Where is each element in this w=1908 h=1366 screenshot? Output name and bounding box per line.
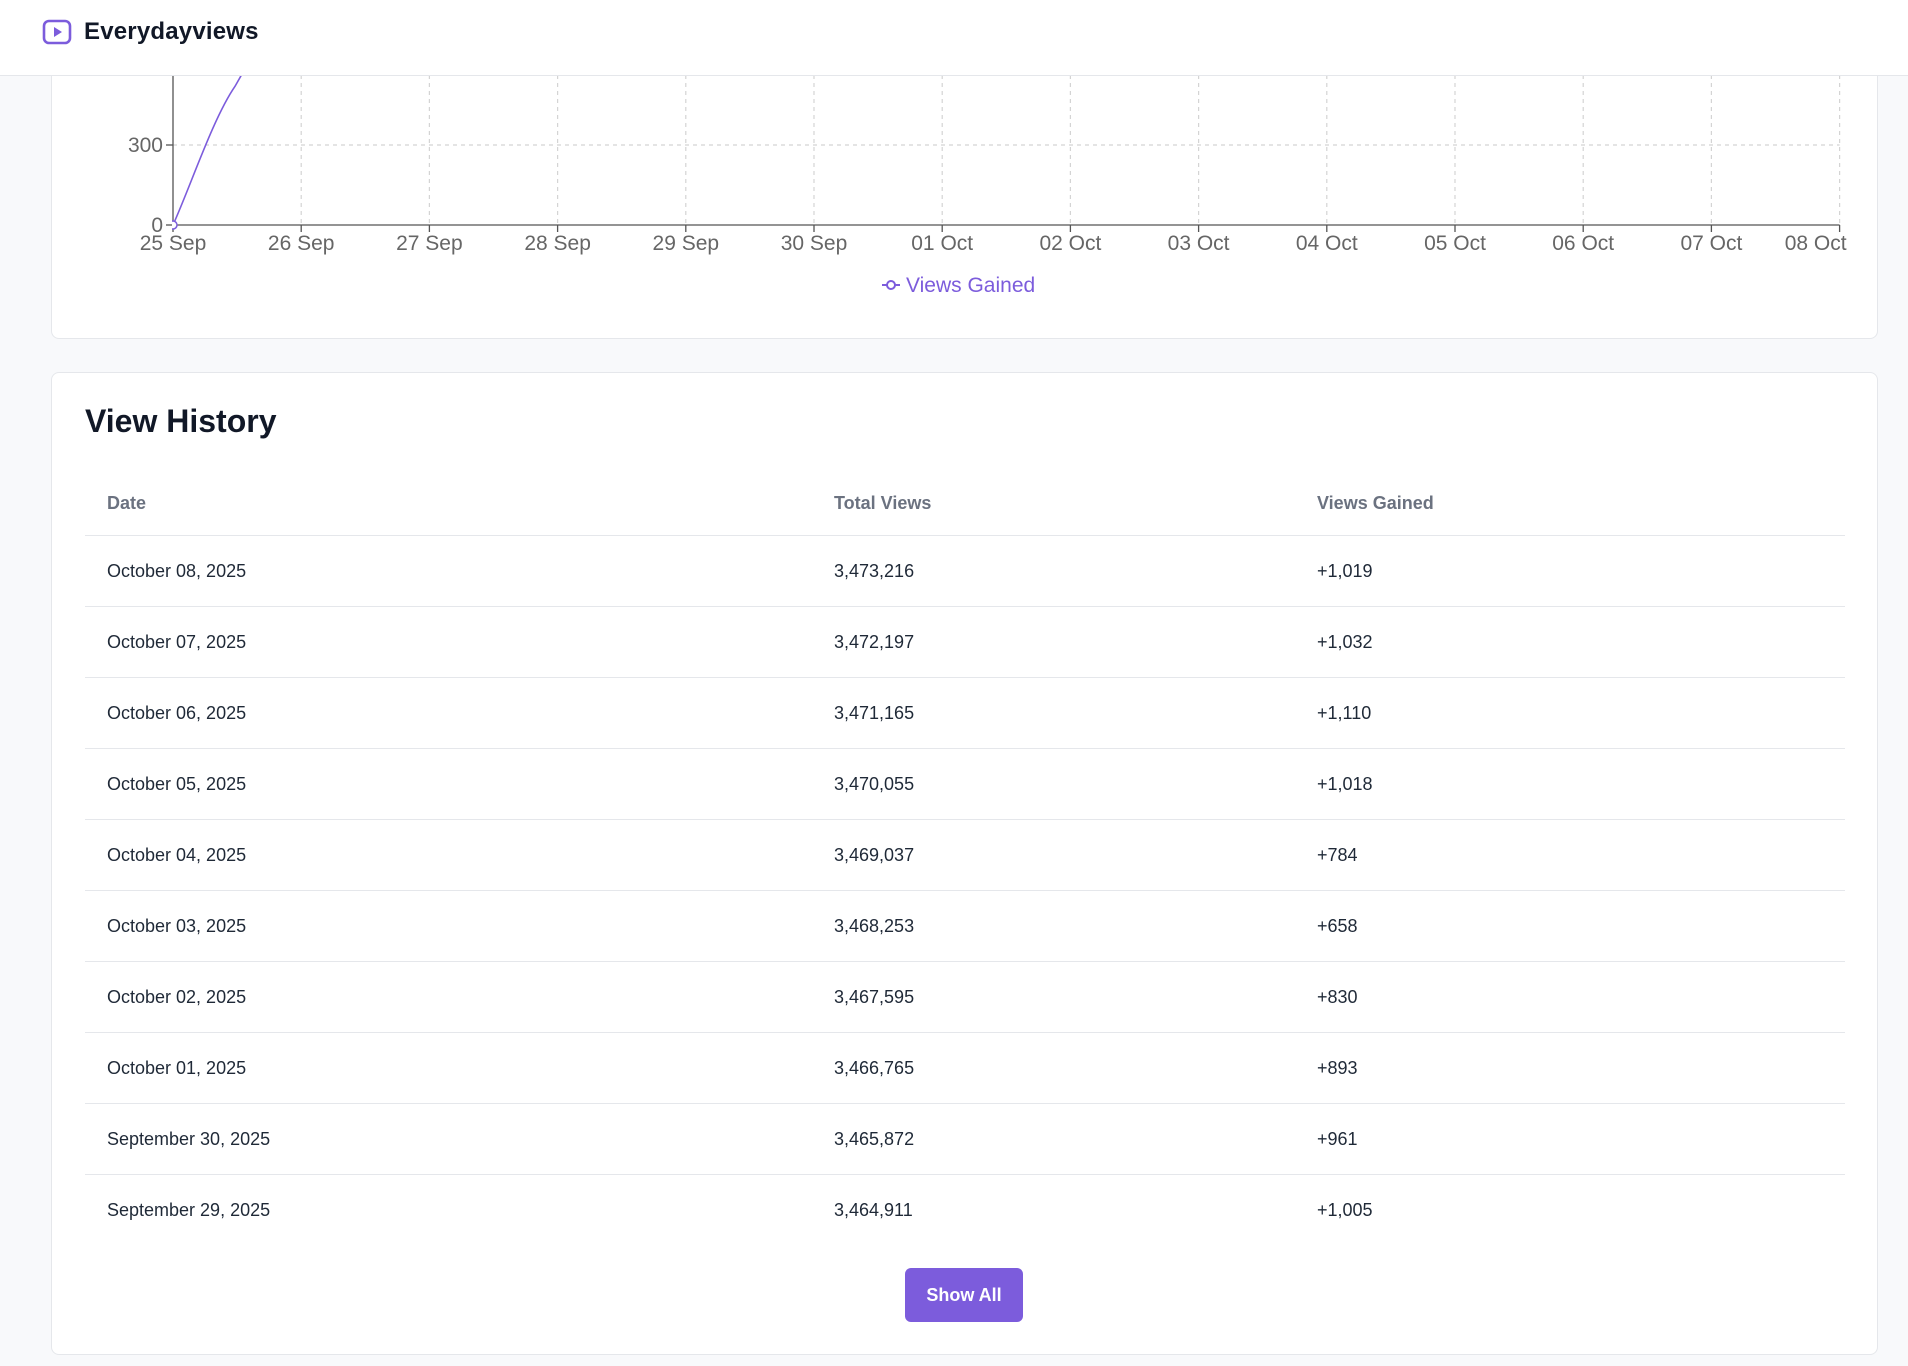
x-tick-label: 04 Oct bbox=[1296, 232, 1358, 255]
table-row: October 01, 2025 3,466,765 +893 bbox=[85, 1032, 1845, 1104]
data-point bbox=[172, 220, 178, 230]
cell-views-gained: +658 bbox=[1295, 890, 1845, 962]
column-header-total-views: Total Views bbox=[812, 472, 1295, 536]
cell-total-views: 3,464,911 bbox=[834, 1199, 913, 1220]
x-tick-label: 25 Sep bbox=[140, 232, 207, 255]
x-tick-label: 27 Sep bbox=[396, 232, 463, 255]
cell-date: October 04, 2025 bbox=[85, 819, 812, 891]
view-history-table: Date Total Views Views Gained October 08… bbox=[85, 472, 1845, 1245]
cell-date: September 29, 2025 bbox=[107, 1199, 271, 1220]
x-tick-label: 02 Oct bbox=[1039, 232, 1101, 255]
cell-date: October 06, 2025 bbox=[85, 677, 812, 749]
cell-views-gained: +1,032 bbox=[1295, 606, 1845, 678]
legend-label: Views Gained bbox=[906, 274, 1035, 297]
play-button-icon bbox=[42, 19, 72, 45]
cell-total-views: 3,468,253 bbox=[812, 890, 1295, 962]
x-tick-label: 05 Oct bbox=[1424, 232, 1486, 255]
x-tick-label: 30 Sep bbox=[781, 232, 848, 255]
show-all-button[interactable]: Show All bbox=[905, 1268, 1023, 1322]
cell-total-views: 3,473,216 bbox=[812, 535, 1295, 607]
cell-total-views: 3,467,595 bbox=[812, 961, 1295, 1033]
cell-total-views: 3,465,872 bbox=[812, 1103, 1295, 1175]
views-chart-card bbox=[51, 40, 1878, 339]
cell-date: October 01, 2025 bbox=[85, 1032, 812, 1104]
cell-date: October 08, 2025 bbox=[85, 535, 812, 607]
cell-date: October 07, 2025 bbox=[85, 606, 812, 678]
x-tick-label: 07 Oct bbox=[1680, 232, 1742, 255]
y-tick-label: 0 bbox=[151, 214, 163, 237]
cell-views-gained: +830 bbox=[1295, 961, 1845, 1033]
cell-date: October 02, 2025 bbox=[85, 961, 812, 1033]
cell-views-gained: +1,110 bbox=[1295, 677, 1845, 749]
table-row: September 29, 2025 3,464,911 +1,005 bbox=[85, 1175, 1845, 1246]
cell-total-views: 3,471,165 bbox=[812, 677, 1295, 749]
column-header-date: Date bbox=[85, 472, 812, 536]
cell-views-gained: +1,019 bbox=[1295, 535, 1845, 607]
cell-total-views: 3,466,765 bbox=[812, 1032, 1295, 1104]
table-row: October 06, 2025 3,471,165 +1,110 bbox=[85, 677, 1845, 749]
brand-name: Everydayviews bbox=[84, 18, 259, 45]
table-row: October 03, 2025 3,468,253 +658 bbox=[85, 890, 1845, 962]
table-row: October 07, 2025 3,472,197 +1,032 bbox=[85, 606, 1845, 678]
cell-views-gained: +784 bbox=[1295, 819, 1845, 891]
legend-marker-icon bbox=[886, 280, 896, 290]
series-line-views-gained bbox=[172, 75, 243, 226]
table-header-row: Date Total Views Views Gained bbox=[85, 472, 1845, 536]
cell-views-gained: +961 bbox=[1295, 1103, 1845, 1175]
cell-views-gained: +1,018 bbox=[1295, 748, 1845, 820]
table-row: October 04, 2025 3,469,037 +784 bbox=[85, 819, 1845, 891]
table-row: October 08, 2025 3,473,216 +1,019 bbox=[85, 535, 1845, 607]
cell-date: October 03, 2025 bbox=[85, 890, 812, 962]
x-tick-label: 06 Oct bbox=[1552, 232, 1614, 255]
table-row: October 02, 2025 3,467,595 +830 bbox=[85, 961, 1845, 1033]
views-gained-chart: 0 300 25 Sep 26 Sep 27 Sep 28 Sep 29 Sep 30 Sep… bbox=[128, 75, 1847, 297]
y-tick-label: 300 bbox=[128, 134, 163, 157]
x-tick-label: 03 Oct bbox=[1168, 232, 1230, 255]
brand[interactable]: Everydayviews bbox=[42, 18, 259, 46]
cell-date: September 30, 2025 bbox=[85, 1103, 812, 1175]
cell-views-gained: +1,005 bbox=[1317, 1199, 1373, 1220]
view-history-card: View History Date Total Views Views Gain… bbox=[51, 372, 1878, 1355]
cell-total-views: 3,472,197 bbox=[812, 606, 1295, 678]
top-navbar: Everydayviews bbox=[0, 0, 1908, 76]
x-tick-label: 28 Sep bbox=[524, 232, 591, 255]
x-tick-label: 29 Sep bbox=[653, 232, 720, 255]
column-header-views-gained: Views Gained bbox=[1295, 472, 1845, 536]
x-tick-label: 08 Oct bbox=[1785, 232, 1847, 255]
x-tick-label: 26 Sep bbox=[268, 232, 335, 255]
cell-date: October 05, 2025 bbox=[85, 748, 812, 820]
cell-total-views: 3,470,055 bbox=[812, 748, 1295, 820]
cell-views-gained: +893 bbox=[1295, 1032, 1845, 1104]
x-tick-label: 01 Oct bbox=[911, 232, 973, 255]
cell-total-views: 3,469,037 bbox=[812, 819, 1295, 891]
view-history-title: View History bbox=[85, 403, 277, 439]
table-row: September 30, 2025 3,465,872 +961 bbox=[85, 1103, 1845, 1175]
table-row: October 05, 2025 3,470,055 +1,018 bbox=[85, 748, 1845, 820]
